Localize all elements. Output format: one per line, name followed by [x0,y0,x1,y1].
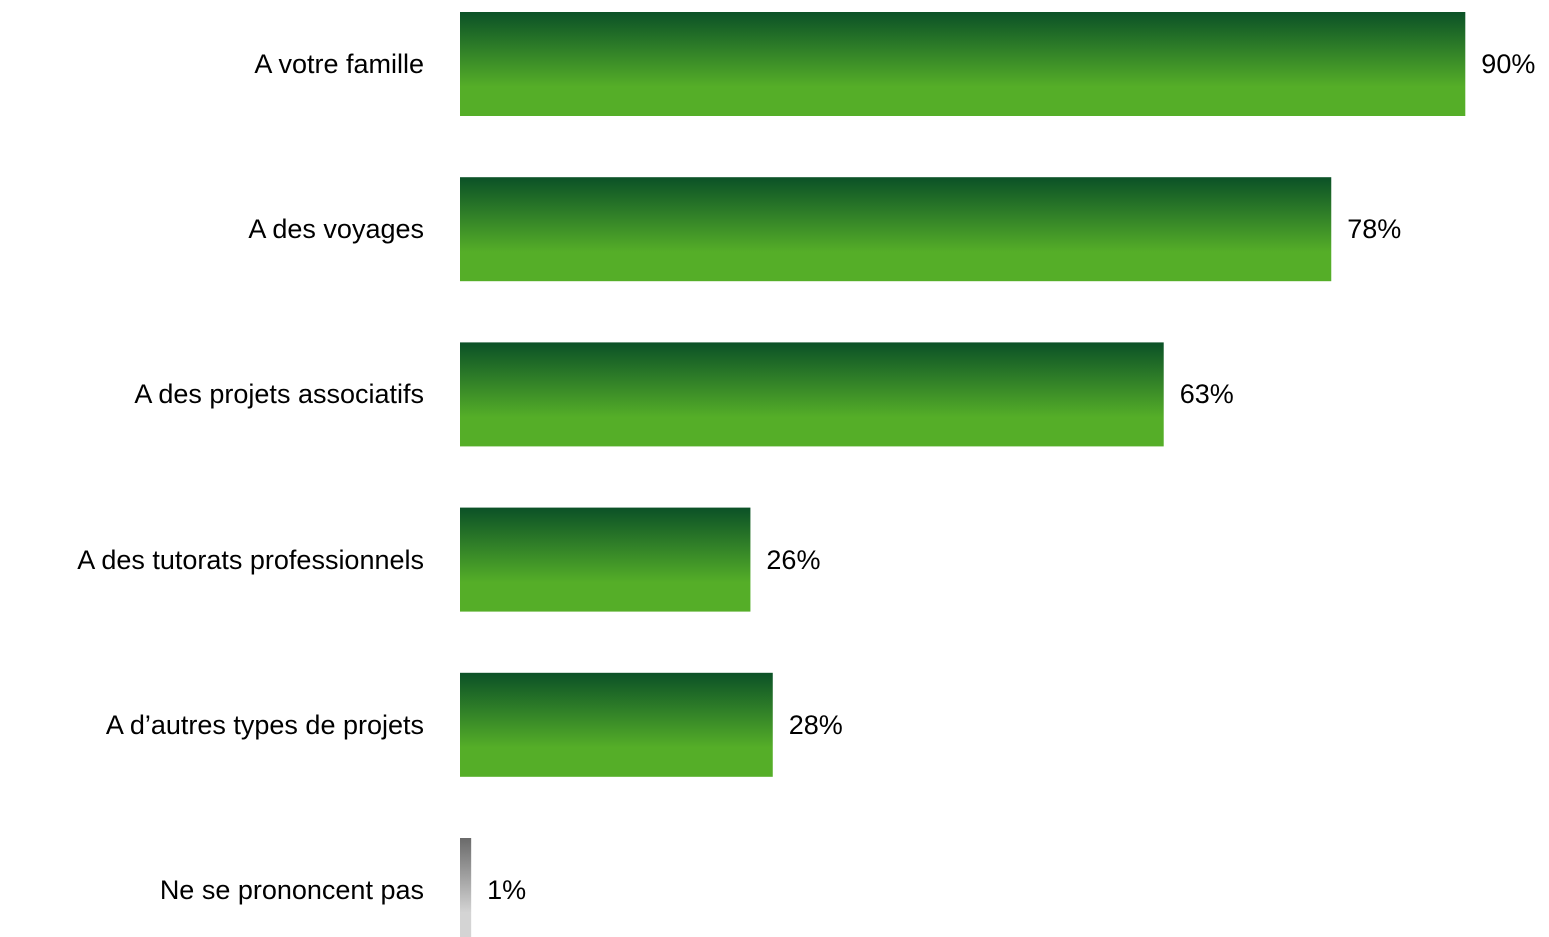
value-label: 26% [766,544,821,575]
bar-4 [460,672,773,777]
value-label: 78% [1347,214,1402,245]
category-label: A des voyages [248,214,424,245]
bar-2 [460,342,1164,447]
category-label: A des tutorats professionnels [77,544,424,575]
bar-0 [460,12,1466,116]
value-label: 63% [1179,379,1234,410]
category-label: Ne se prononcent pas [159,875,424,905]
category-label: A d’autres types de projets [105,709,424,740]
category-label: A votre famille [254,49,424,79]
bar-5 [460,838,472,937]
value-label: 28% [788,709,843,740]
value-label: 1% [487,875,527,905]
bar-3 [460,507,751,612]
value-label: 90% [1481,49,1536,79]
bars-layer [460,12,1466,937]
category-label: A des projets associatifs [134,379,424,410]
bar-1 [460,177,1332,282]
